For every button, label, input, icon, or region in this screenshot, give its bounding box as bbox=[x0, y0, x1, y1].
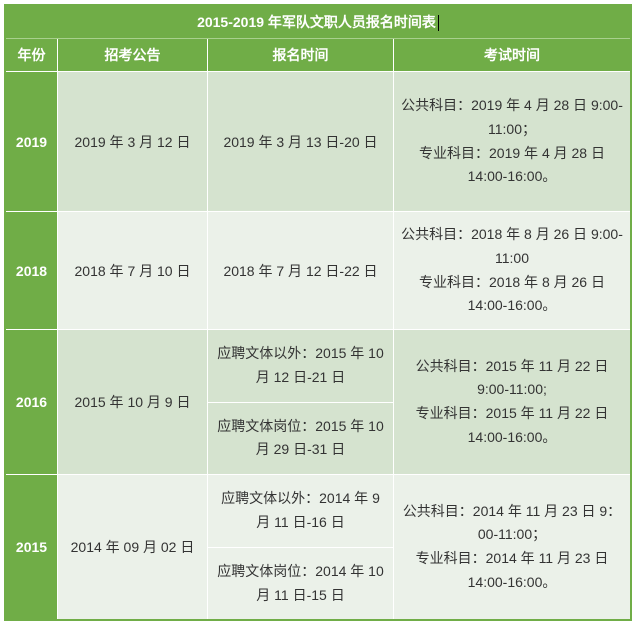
schedule-table: 2015-2019 年军队文职人员报名时间表 年份 招考公告 报名时间 考试时间… bbox=[4, 4, 632, 621]
register-sub1: 应聘文体以外：2014 年 9 月 11 日-16 日 bbox=[208, 475, 393, 548]
table-title-row: 2015-2019 年军队文职人员报名时间表 bbox=[6, 6, 630, 39]
exam-cell: 公共科目：2015 年 11 月 22 日 9:00-11:00;专业科目：20… bbox=[394, 329, 630, 474]
register-cell: 应聘文体以外：2015 年 10 月 12 日-21 日 应聘文体岗位：2015… bbox=[208, 329, 394, 474]
register-value: 2018 年 7 月 12 日-22 日 bbox=[208, 212, 393, 329]
text-cursor bbox=[438, 15, 439, 31]
header-exam: 考试时间 bbox=[394, 39, 630, 71]
announce-cell: 2018 年 7 月 10 日 bbox=[58, 211, 208, 329]
header-register: 报名时间 bbox=[208, 39, 394, 71]
register-sub2: 应聘文体岗位：2014 年 10 月 11 日-15 日 bbox=[208, 548, 393, 620]
year-cell: 2018 bbox=[6, 211, 58, 329]
register-cell: 应聘文体以外：2014 年 9 月 11 日-16 日 应聘文体岗位：2014 … bbox=[208, 474, 394, 619]
register-sub1: 应聘文体以外：2015 年 10 月 12 日-21 日 bbox=[208, 330, 393, 403]
announce-cell: 2015 年 10 月 9 日 bbox=[58, 329, 208, 474]
year-cell: 2016 bbox=[6, 329, 58, 474]
header-announce: 招考公告 bbox=[58, 39, 208, 71]
table-title: 2015-2019 年军队文职人员报名时间表 bbox=[197, 14, 436, 30]
table-header-row: 年份 招考公告 报名时间 考试时间 bbox=[6, 39, 630, 71]
register-value: 2019 年 3 月 13 日-20 日 bbox=[208, 72, 393, 211]
year-cell: 2015 bbox=[6, 474, 58, 619]
table-row: 2018 2018 年 7 月 10 日 2018 年 7 月 12 日-22 … bbox=[6, 211, 630, 329]
register-sub2: 应聘文体岗位：2015 年 10 月 29 日-31 日 bbox=[208, 403, 393, 475]
exam-cell: 公共科目：2018 年 8 月 26 日 9:00-11:00专业科目：2018… bbox=[394, 211, 630, 329]
table-row: 2015 2014 年 09 月 02 日 应聘文体以外：2014 年 9 月 … bbox=[6, 474, 630, 619]
announce-cell: 2019 年 3 月 12 日 bbox=[58, 71, 208, 211]
year-cell: 2019 bbox=[6, 71, 58, 211]
announce-cell: 2014 年 09 月 02 日 bbox=[58, 474, 208, 619]
register-cell: 2019 年 3 月 13 日-20 日 bbox=[208, 71, 394, 211]
register-cell: 2018 年 7 月 12 日-22 日 bbox=[208, 211, 394, 329]
table-row: 2016 2015 年 10 月 9 日 应聘文体以外：2015 年 10 月 … bbox=[6, 329, 630, 474]
exam-cell: 公共科目：2014 年 11 月 23 日 9：00-11:00；专业科目：20… bbox=[394, 474, 630, 619]
header-year: 年份 bbox=[6, 39, 58, 71]
exam-cell: 公共科目：2019 年 4 月 28 日 9:00-11:00；专业科目：201… bbox=[394, 71, 630, 211]
table-row: 2019 2019 年 3 月 12 日 2019 年 3 月 13 日-20 … bbox=[6, 71, 630, 211]
